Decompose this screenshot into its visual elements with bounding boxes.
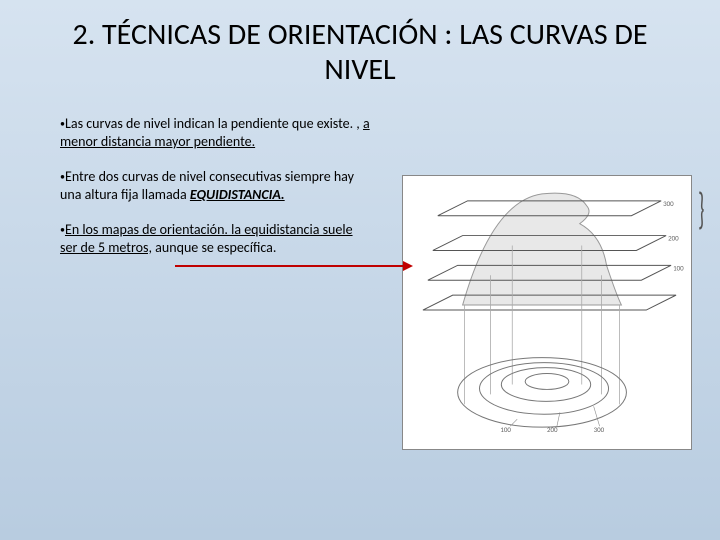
bullet-3-text-post: aunque se específica. <box>152 239 276 256</box>
equidistancia-arrow-icon <box>175 265 405 267</box>
bullet-2-text-bold: EQUIDISTANCIA. <box>190 186 285 203</box>
alt-label: 300 <box>663 199 674 208</box>
contour-label: 100 <box>500 425 511 434</box>
contour-diagram: 300 200 100 100 200 300 <box>402 175 692 450</box>
diagram-svg: 300 200 100 100 200 300 <box>403 176 691 449</box>
altitude-labels: 300 200 100 <box>663 199 684 273</box>
alt-label: 200 <box>668 234 679 243</box>
mountain-shape <box>463 193 622 305</box>
page-title: 2. TÉCNICAS DE ORIENTACIÓN : LAS CURVAS … <box>0 0 720 97</box>
bullet-3: •En los mapas de orientación. la equidis… <box>60 221 370 256</box>
text-column: •Las curvas de nivel indican la pendient… <box>60 115 370 274</box>
contour-lines <box>458 358 627 427</box>
alt-label: 100 <box>673 263 684 272</box>
contour-labels: 100 200 300 <box>500 406 604 434</box>
contour-label: 200 <box>547 425 558 434</box>
contour-label: 300 <box>594 425 605 434</box>
bullet-2: •Entre dos curvas de nivel consecutivas … <box>60 168 370 203</box>
brace-icon: } <box>699 182 705 236</box>
bullet-1-text-pre: Las curvas de nivel indican la pendiente… <box>65 115 363 132</box>
bullet-1: •Las curvas de nivel indican la pendient… <box>60 115 370 150</box>
